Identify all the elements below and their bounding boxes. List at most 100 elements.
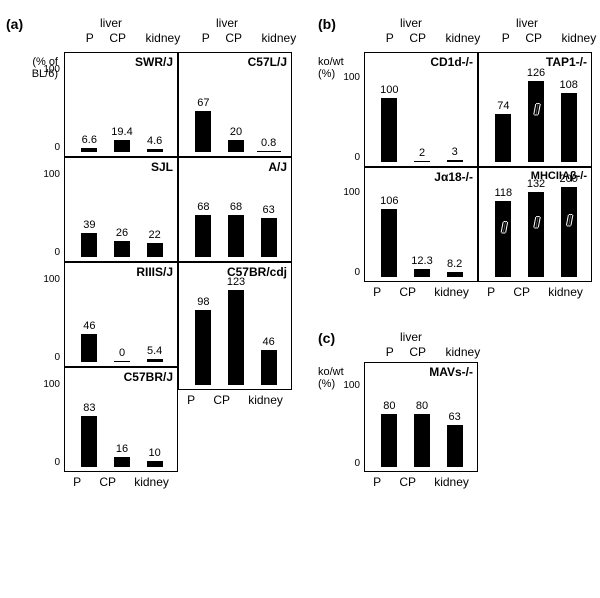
panel-b-header-left: liver P CP kidney [378, 16, 478, 46]
lbl-p: P [373, 285, 381, 299]
value-label: 46 [83, 320, 95, 332]
tick-100: 100 [43, 169, 60, 180]
lbl-kidney: kidney [248, 393, 283, 407]
panel-b-left-bottom-labels: P CP kidney [364, 285, 478, 299]
bar [228, 140, 244, 152]
value-label: 6.6 [82, 134, 97, 146]
value-label: 22 [149, 229, 161, 241]
bar [195, 111, 211, 152]
bar [147, 461, 163, 467]
chart-title: RIIIS/J [136, 265, 173, 279]
bar [561, 93, 577, 162]
bar [528, 192, 544, 277]
tick-0: 0 [354, 152, 360, 163]
tick-0: 0 [54, 352, 60, 363]
chart-c57brj: C57BR/J 831610 [64, 367, 178, 472]
bar [81, 334, 97, 362]
tick-0: 0 [54, 457, 60, 468]
plot-area: 686863 [187, 177, 285, 257]
value-label: 26 [116, 227, 128, 239]
panel-a-left-cols: P CP kidney [78, 31, 188, 45]
value-label: 10 [149, 447, 161, 459]
lbl-kidney: kidney [434, 475, 469, 489]
tick-0: 0 [354, 458, 360, 469]
bar [147, 149, 163, 152]
tick-0: 0 [54, 247, 60, 258]
panel-a-header-left: liver P CP kidney [78, 16, 178, 46]
plot-area: 4605.4 [73, 282, 171, 362]
col-kidney: kidney [562, 31, 597, 45]
bar [195, 215, 211, 257]
bar [495, 114, 511, 162]
chart-riiisj: RIIIS/J 4605.4 [64, 262, 178, 367]
bar [114, 361, 130, 362]
value-label: 0.8 [261, 137, 276, 149]
panel-a-right-cols: P CP kidney [194, 31, 304, 45]
value-label: 106 [380, 195, 398, 207]
value-label: 68 [197, 201, 209, 213]
value-label: 0 [119, 347, 125, 359]
bar [261, 350, 277, 385]
chart-sjl: SJL 392622 [64, 157, 178, 262]
plot-area: 808063 [373, 381, 471, 467]
bar [81, 233, 97, 257]
axis-break-icon: // [534, 101, 538, 117]
value-label: 98 [197, 296, 209, 308]
chart-title: CD1d-/- [430, 55, 473, 69]
col-p-r: P [202, 31, 210, 45]
lbl-p: P [487, 285, 495, 299]
lbl-kidney: kidney [134, 475, 169, 489]
bar [561, 187, 577, 277]
plot-area: 10612.38.2 [373, 187, 471, 277]
panel-a-label: (a) [6, 16, 23, 32]
plot-area: 118//132//200// [487, 187, 585, 277]
chart-title: A/J [268, 160, 287, 174]
chart-c57brcdj: C57BR/cdj 9812346 [178, 262, 292, 390]
value-label: 80 [383, 400, 395, 412]
bar [114, 457, 130, 467]
plot-area: 10023 [373, 72, 471, 162]
value-label: 63 [449, 411, 461, 423]
bar [447, 160, 463, 162]
value-label: 126 [527, 67, 545, 79]
header-liver-b: liver [378, 16, 444, 30]
value-label: 20 [230, 126, 242, 138]
panel-b-left-cols: P CP kidney [378, 31, 488, 45]
bar [81, 416, 97, 467]
col-cp: CP [525, 31, 542, 45]
panel-c-bottom-labels: P CP kidney [364, 475, 478, 489]
panel-b-header-right: liver P CP kidney [494, 16, 594, 46]
bar [381, 414, 397, 467]
header-liver-label: liver [78, 16, 144, 30]
value-label: 132 [527, 178, 545, 190]
panel-b-right-cols: P CP kidney [494, 31, 600, 45]
bar [81, 148, 97, 152]
col-p: P [86, 31, 94, 45]
panel-a-yticks [40, 52, 62, 492]
col-p: P [386, 31, 394, 45]
panel-a-header-right: liver P CP kidney [194, 16, 294, 46]
plot-area: 831610 [73, 387, 171, 467]
bar [114, 140, 130, 152]
chart-title: C57BR/J [124, 370, 173, 384]
col-cp: CP [409, 345, 426, 359]
value-label: 3 [452, 146, 458, 158]
col-cp: CP [409, 31, 426, 45]
header-liver-label-r: liver [194, 16, 260, 30]
lbl-kidney: kidney [434, 285, 469, 299]
value-label: 39 [83, 219, 95, 231]
tick-100: 100 [343, 72, 360, 83]
value-label: 46 [263, 336, 275, 348]
tick-0: 0 [354, 267, 360, 278]
bar [228, 290, 244, 385]
axis-break-icon: // [567, 212, 571, 228]
col-cp-r: CP [225, 31, 242, 45]
chart-title: Jα18-/- [434, 170, 473, 184]
tick-100: 100 [43, 64, 60, 75]
chart-ja18: Jα18-/- 10612.38.2 [364, 167, 478, 282]
chart-title: TAP1-/- [546, 55, 587, 69]
plot-area: 67200.8 [187, 72, 285, 152]
bar [528, 81, 544, 162]
page: (a) (% of BL/6) liver P CP kidney liver … [0, 0, 600, 598]
chart-cd1d: CD1d-/- 10023 [364, 52, 478, 167]
